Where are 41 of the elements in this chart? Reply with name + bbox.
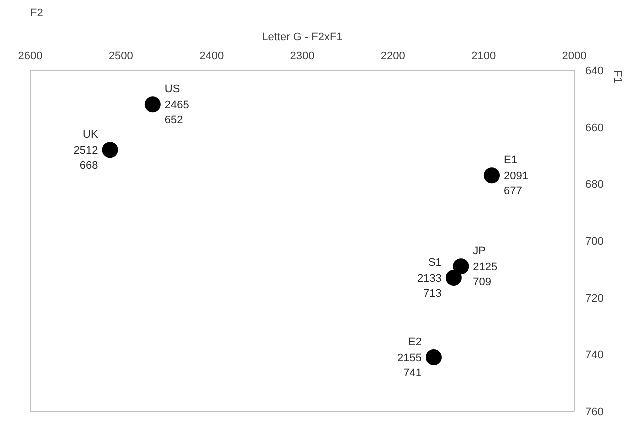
x-tick-label: 2100: [472, 50, 496, 62]
y-tick-label: 760: [586, 406, 604, 418]
series-label: UK: [83, 129, 99, 142]
y-tick-label: 720: [586, 292, 604, 305]
data-label: 709: [473, 276, 492, 289]
y-tick-label: 740: [586, 350, 604, 362]
y-axis-title: F1: [612, 70, 624, 84]
annotation: 2155: [397, 352, 422, 365]
series-label: US: [164, 84, 180, 96]
x-tick-label: 2200: [380, 50, 406, 62]
point: [144, 96, 161, 113]
annotation: 2091: [504, 170, 528, 183]
data-label: 713: [424, 288, 442, 300]
data-label: 741: [404, 368, 422, 380]
series-label: E2: [408, 336, 422, 349]
point: [484, 168, 500, 184]
point: [453, 258, 470, 275]
x-tick-label: 2300: [290, 50, 315, 62]
x-tick-label: 2500: [108, 50, 134, 62]
chart-title: Letter G - F2xF1: [262, 32, 343, 44]
annotation: 2125: [473, 262, 498, 274]
point: [102, 142, 118, 158]
y-tick-label: 700: [586, 236, 604, 248]
x-axis-title: F2: [30, 8, 44, 20]
point: [446, 270, 462, 286]
series-label: S1: [428, 256, 442, 269]
data-label: 668: [80, 160, 98, 172]
x-tick-label: 2000: [562, 50, 587, 62]
x-tick-label: 2600: [18, 50, 43, 62]
y-tick-label: 640: [586, 66, 604, 78]
y-tick-label: 660: [586, 122, 604, 134]
annotation: 2512: [74, 145, 98, 158]
data-label: 677: [504, 186, 522, 198]
data-label: 652: [164, 114, 184, 127]
annotation: 2465: [164, 100, 190, 112]
series-label: E1: [504, 154, 518, 167]
y-tick-label: 680: [586, 179, 604, 192]
x-tick-label: 2400: [200, 50, 224, 62]
annotation: 2133: [417, 272, 442, 285]
series-label: JP: [473, 246, 486, 258]
point: [426, 350, 442, 366]
